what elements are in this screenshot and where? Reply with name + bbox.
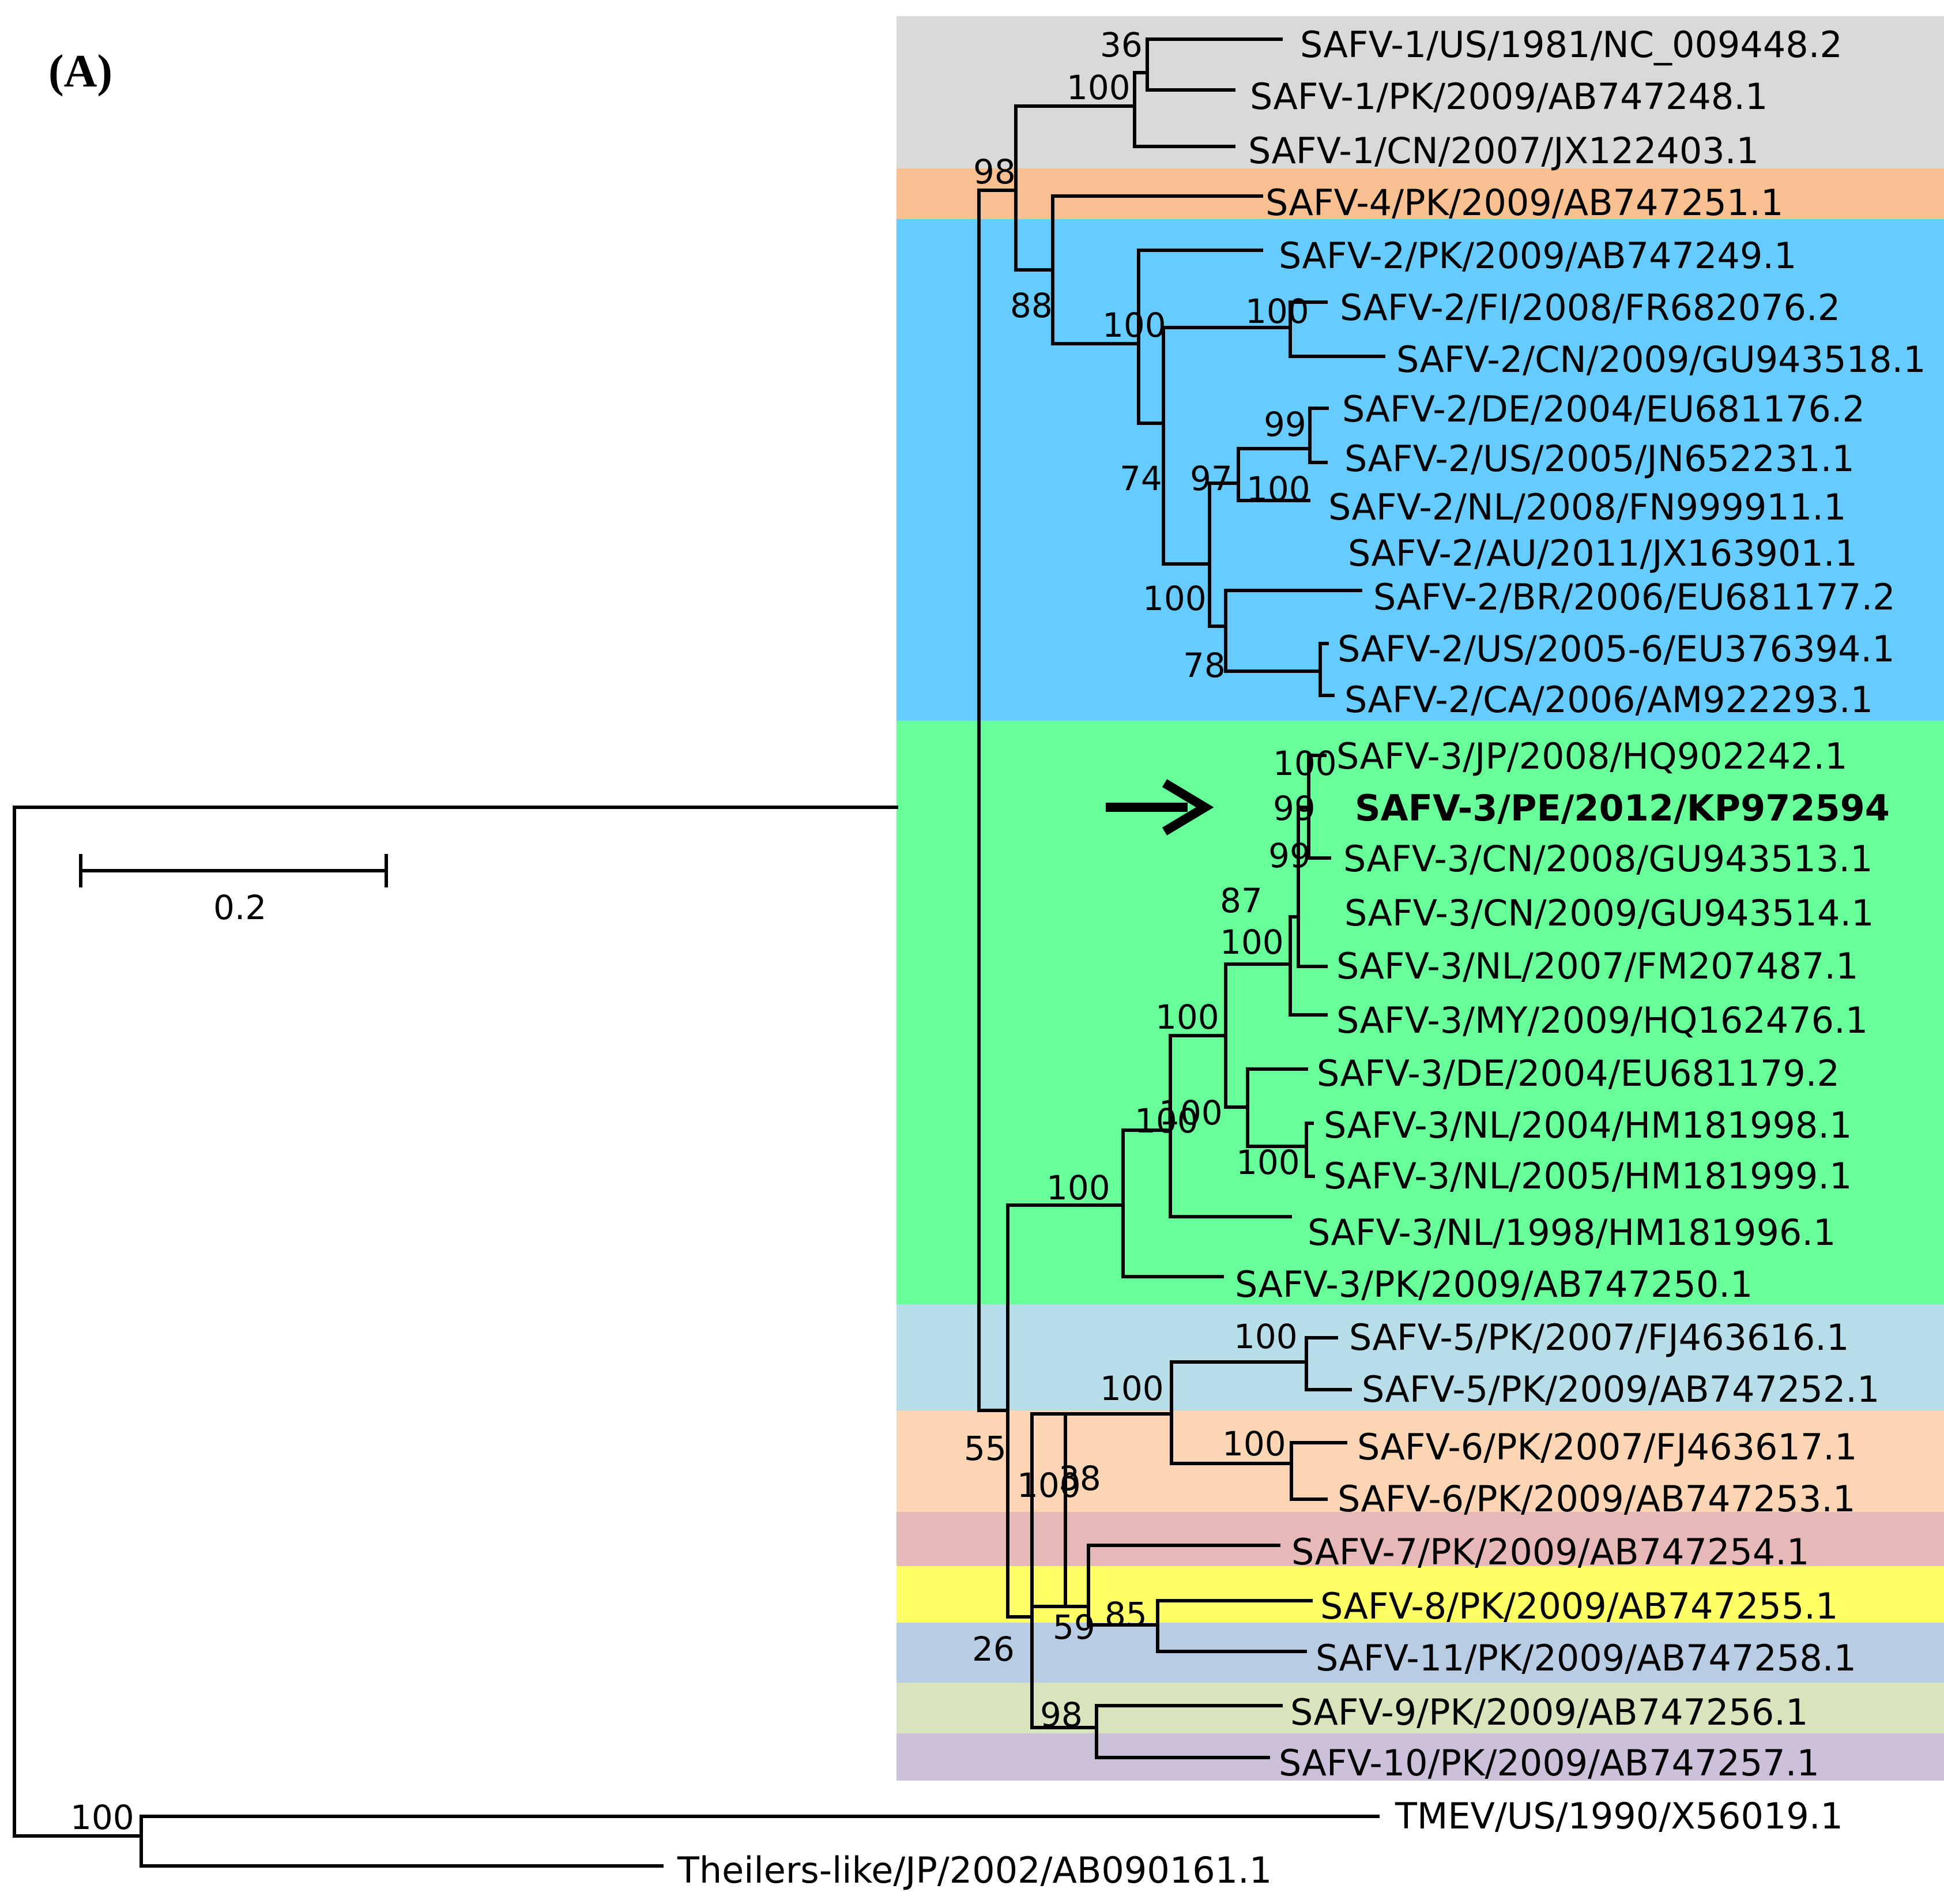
- bootstrap-value: 99: [1264, 405, 1306, 444]
- leaf-label: SAFV-3/NL/1998/HM181996.1: [1308, 1211, 1836, 1254]
- bootstrap-value: 100: [1135, 1101, 1199, 1141]
- bootstrap-value: 85: [1105, 1595, 1147, 1634]
- clade-band-safv-1: [896, 16, 1944, 168]
- leaf-label: SAFV-2/CN/2009/GU943518.1: [1396, 338, 1926, 381]
- bootstrap-value: 98: [973, 152, 1016, 191]
- clade-band-safv-4: [896, 168, 1944, 219]
- leaf-label: SAFV-5/PK/2007/FJ463616.1: [1349, 1316, 1849, 1359]
- bootstrap-value: 100: [1220, 923, 1284, 962]
- leaf-label: SAFV-2/AU/2011/JX163901.1: [1348, 532, 1858, 574]
- bootstrap-value: 100: [1067, 68, 1131, 107]
- leaf-label: SAFV-3/PE/2012/KP972594: [1355, 787, 1890, 829]
- bootstrap-value: 100: [1273, 744, 1337, 783]
- bootstrap-value: 100: [1017, 1466, 1081, 1505]
- leaf-label: SAFV-5/PK/2009/AB747252.1: [1362, 1368, 1879, 1410]
- leaf-label: SAFV-9/PK/2009/AB747256.1: [1290, 1691, 1808, 1733]
- bootstrap-value: 100: [1159, 1093, 1223, 1132]
- leaf-label: TMEV/US/1990/X56019.1: [1395, 1795, 1843, 1837]
- leaf-label: SAFV-10/PK/2009/AB747257.1: [1279, 1742, 1819, 1784]
- bootstrap-value: 55: [964, 1429, 1007, 1468]
- bootstrap-value: 36: [1100, 25, 1143, 65]
- leaf-label: SAFV-3/NL/2004/HM181998.1: [1324, 1104, 1852, 1146]
- leaf-label: SAFV-8/PK/2009/AB747255.1: [1320, 1585, 1838, 1627]
- bootstrap-value: 98: [1040, 1695, 1083, 1734]
- leaf-label: SAFV-2/US/2005-6/EU376394.1: [1338, 628, 1895, 670]
- leaf-label: SAFV-4/PK/2009/AB747251.1: [1265, 182, 1783, 224]
- bootstrap-value: 100: [1102, 306, 1166, 345]
- bootstrap-value: 26: [972, 1630, 1015, 1669]
- leaf-label: SAFV-11/PK/2009/AB747258.1: [1316, 1637, 1856, 1679]
- leaf-label: SAFV-2/BR/2006/EU681177.2: [1373, 576, 1896, 618]
- bootstrap-value: 100: [1246, 469, 1310, 509]
- leaf-label: SAFV-3/JP/2008/HQ902242.1: [1336, 735, 1848, 777]
- bootstrap-value: 100: [1245, 292, 1309, 331]
- leaf-label: SAFV-3/MY/2009/HQ162476.1: [1336, 999, 1868, 1041]
- bootstrap-value: 97: [1190, 459, 1233, 498]
- bootstrap-value: 99: [1268, 836, 1311, 875]
- clade-band-safv-5: [896, 1304, 1944, 1410]
- panel-label: (A): [48, 46, 112, 97]
- leaf-label: SAFV-3/NL/2005/HM181999.1: [1324, 1155, 1852, 1197]
- leaf-label: SAFV-6/PK/2007/FJ463617.1: [1357, 1426, 1857, 1468]
- clade-band-safv-7: [896, 1512, 1944, 1566]
- bootstrap-value: 88: [1010, 286, 1053, 325]
- bootstrap-value: 59: [1053, 1608, 1095, 1647]
- clade-band-safv-9: [896, 1683, 1944, 1733]
- leaf-label: SAFV-3/CN/2008/GU943513.1: [1343, 838, 1873, 880]
- leaf-label: SAFV-1/PK/2009/AB747248.1: [1250, 76, 1768, 118]
- bootstrap-value: 38: [1058, 1459, 1101, 1498]
- clade-band-safv-11: [896, 1623, 1944, 1683]
- leaf-label: SAFV-1/US/1981/NC_009448.2: [1300, 24, 1843, 66]
- clade-band-safv-8: [896, 1566, 1944, 1623]
- bootstrap-value: 74: [1120, 459, 1162, 498]
- leaf-label: SAFV-2/US/2005/JN652231.1: [1344, 438, 1855, 480]
- leaf-label: SAFV-6/PK/2009/AB747253.1: [1338, 1478, 1855, 1520]
- tree-branches: [13, 37, 1385, 1868]
- bootstrap-value: 99: [1273, 789, 1316, 828]
- bootstrap-value: 100: [1236, 1143, 1300, 1182]
- leaf-label: SAFV-3/CN/2009/GU943514.1: [1344, 892, 1874, 934]
- clade-band-safv-2: [896, 219, 1944, 721]
- bootstrap-value: 100: [1143, 579, 1207, 618]
- bootstrap-value: 87: [1220, 881, 1263, 920]
- leaf-label: SAFV-7/PK/2009/AB747254.1: [1291, 1531, 1809, 1573]
- arrow-right-icon: [1106, 779, 1214, 836]
- leaf-label: SAFV-3/PK/2009/AB747250.1: [1235, 1263, 1753, 1305]
- leaf-label: SAFV-3/DE/2004/EU681179.2: [1317, 1052, 1840, 1094]
- scale-bar-label: 0.2: [213, 888, 266, 927]
- bootstrap-value: 100: [1222, 1424, 1286, 1463]
- leaf-label: SAFV-2/PK/2009/AB747249.1: [1279, 235, 1796, 277]
- leaf-label: SAFV-2/CA/2006/AM922293.1: [1344, 679, 1873, 721]
- scale-bar: 0.2: [79, 854, 388, 927]
- clade-band-safv-3: [896, 721, 1944, 1304]
- clade-bands: [896, 16, 1944, 1781]
- leaf-label: SAFV-3/NL/2007/FM207487.1: [1336, 945, 1859, 987]
- bootstrap-value: 100: [70, 1798, 134, 1837]
- bootstrap-value: 100: [1234, 1317, 1298, 1356]
- bootstrap-value: 100: [1100, 1369, 1164, 1408]
- leaf-label: SAFV-2/DE/2004/EU681176.2: [1342, 388, 1865, 430]
- leaf-labels: SAFV-1/US/1981/NC_009448.2 SAFV-1/PK/2009…: [677, 24, 1926, 1891]
- leaf-label: Theilers-like/JP/2002/AB090161.1: [677, 1849, 1272, 1891]
- bootstrap-value: 100: [1155, 998, 1219, 1037]
- bootstrap-value: 78: [1183, 646, 1226, 685]
- leaf-label: SAFV-2/NL/2008/FN999911.1: [1328, 486, 1846, 528]
- leaf-label: SAFV-1/CN/2007/JX122403.1: [1248, 130, 1759, 172]
- leaf-label: SAFV-2/FI/2008/FR682076.2: [1340, 287, 1840, 329]
- clade-band-safv-10: [896, 1733, 1944, 1781]
- bootstrap-value: 100: [1046, 1168, 1110, 1207]
- clade-band-safv-6: [896, 1410, 1944, 1512]
